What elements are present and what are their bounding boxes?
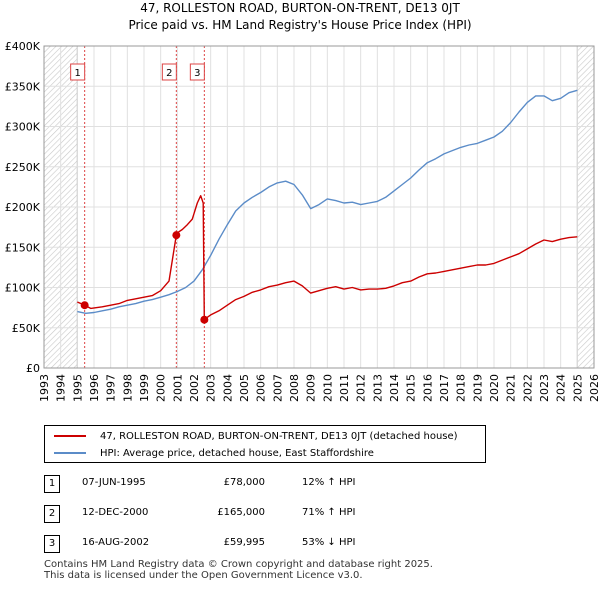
sale-badge-1: 1 [44,475,60,493]
table-row: 1 07-JUN-1995 £78,000 12% ↑ HPI [44,475,464,493]
sale-badge-3: 3 [44,535,60,553]
footer: Contains HM Land Registry data © Crown c… [44,559,433,581]
sale-point [200,315,209,324]
x-tick-label: 2009 [305,374,318,402]
sale-hpi-change: 71% ↑ HPI [302,507,356,518]
chart-subtitle: Price paid vs. HM Land Registry's House … [128,18,472,32]
sale-badge-2: 2 [44,505,60,523]
y-tick-label: £50K [12,322,41,335]
x-tick-label: 2017 [438,374,451,402]
x-tick-label: 2013 [371,374,384,402]
sale-hpi-change: 12% ↑ HPI [302,477,356,488]
sale-badge-2: 2 [161,63,177,81]
x-tick-label: 1994 [55,374,68,402]
legend-item-hpi: HPI: Average price, detached house, East… [45,445,374,461]
x-tick-label: 2023 [538,374,551,402]
x-tick-label: 2005 [238,374,251,402]
y-tick-label: £150K [5,241,41,254]
y-tick-label: £250K [5,161,41,174]
sale-badge-box [189,63,205,81]
sale-badge-label: 1 [74,68,80,79]
chart-title-block: 47, ROLLESTON ROAD, BURTON-ON-TRENT, DE1… [0,0,600,34]
x-tick-label: 2000 [155,374,168,402]
y-tick-label: £400K [5,40,41,53]
x-tick-label: 1997 [105,374,118,402]
sale-price: £59,995 [223,537,265,548]
sale-price: £165,000 [217,507,265,518]
x-tick-label: 2021 [505,374,518,402]
x-tick-label: 2003 [205,374,218,402]
x-tick-label: 1993 [38,374,51,402]
y-tick-label: £0 [26,362,40,375]
price-paid-series-line [77,194,578,321]
footer-licence: This data is licensed under the Open Gov… [44,570,363,581]
x-tick-label: 2008 [288,374,301,402]
sale-price: £78,000 [223,477,265,488]
x-tick-label: 2002 [188,374,201,402]
x-tick-label: 2026 [588,374,600,402]
x-tick-label: 2015 [405,374,418,402]
plot-border [43,45,595,369]
sale-date: 16-AUG-2002 [82,537,150,548]
x-tick-label: 2001 [171,374,184,402]
y-tick-label: £300K [5,121,41,134]
x-tick-label: 1995 [71,374,84,402]
price-chart: £0 £50K £100K £150K £200K £250K £300K £350K £400… [5,40,600,402]
x-tick-label: 2018 [455,374,468,402]
chart-title: 47, ROLLESTON ROAD, BURTON-ON-TRENT, DE1… [140,1,460,15]
sale-badge-label: 3 [194,68,200,79]
legend-line-blue [54,452,86,454]
x-tick-label: 2012 [355,374,368,402]
y-tick-label: £200K [5,201,41,214]
sale-badge-box [161,63,177,81]
legend: 47, ROLLESTON ROAD, BURTON-ON-TRENT, DE1… [44,425,486,463]
x-tick-label: 2016 [421,374,434,402]
y-tick-label: £350K [5,80,41,93]
x-tick-label: 2025 [571,374,584,402]
legend-line-red [54,435,86,437]
x-tick-label: 2010 [321,374,334,402]
legend-label-property: 47, ROLLESTON ROAD, BURTON-ON-TRENT, DE1… [100,430,458,442]
x-tick-label: 2024 [555,374,568,402]
x-tick-label: 1999 [138,374,151,402]
sale-date: 07-JUN-1995 [82,477,146,488]
x-tick-label: 2014 [388,374,401,402]
x-tick-label: 2022 [521,374,534,402]
table-row: 2 12-DEC-2000 £165,000 71% ↑ HPI [44,505,464,523]
sale-hpi-change: 53% ↓ HPI [302,537,356,548]
x-tick-label: 2020 [488,374,501,402]
sale-badge-label: 2 [166,68,172,79]
footer-copyright: Contains HM Land Registry data © Crown c… [44,559,433,570]
legend-item-property: 47, ROLLESTON ROAD, BURTON-ON-TRENT, DE1… [45,428,458,444]
sale-date: 12-DEC-2000 [82,507,149,518]
sale-point [80,301,89,310]
x-tick-label: 2004 [221,374,234,402]
sale-badge-box [70,63,86,81]
x-tick-label: 2006 [255,374,268,402]
y-tick-label: £100K [5,282,41,295]
legend-label-hpi: HPI: Average price, detached house, East… [100,447,374,459]
x-tick-label: 2011 [338,374,351,402]
sale-badge-1: 1 [70,63,86,81]
table-row: 3 16-AUG-2002 £59,995 53% ↓ HPI [44,535,464,553]
x-tick-label: 1996 [88,374,101,402]
hpi-series-line [77,89,578,314]
x-tick-label: 2019 [471,374,484,402]
sale-point [172,231,181,240]
sale-badge-3: 3 [189,63,205,81]
x-tick-label: 1998 [121,374,134,402]
x-tick-label: 2007 [271,374,284,402]
